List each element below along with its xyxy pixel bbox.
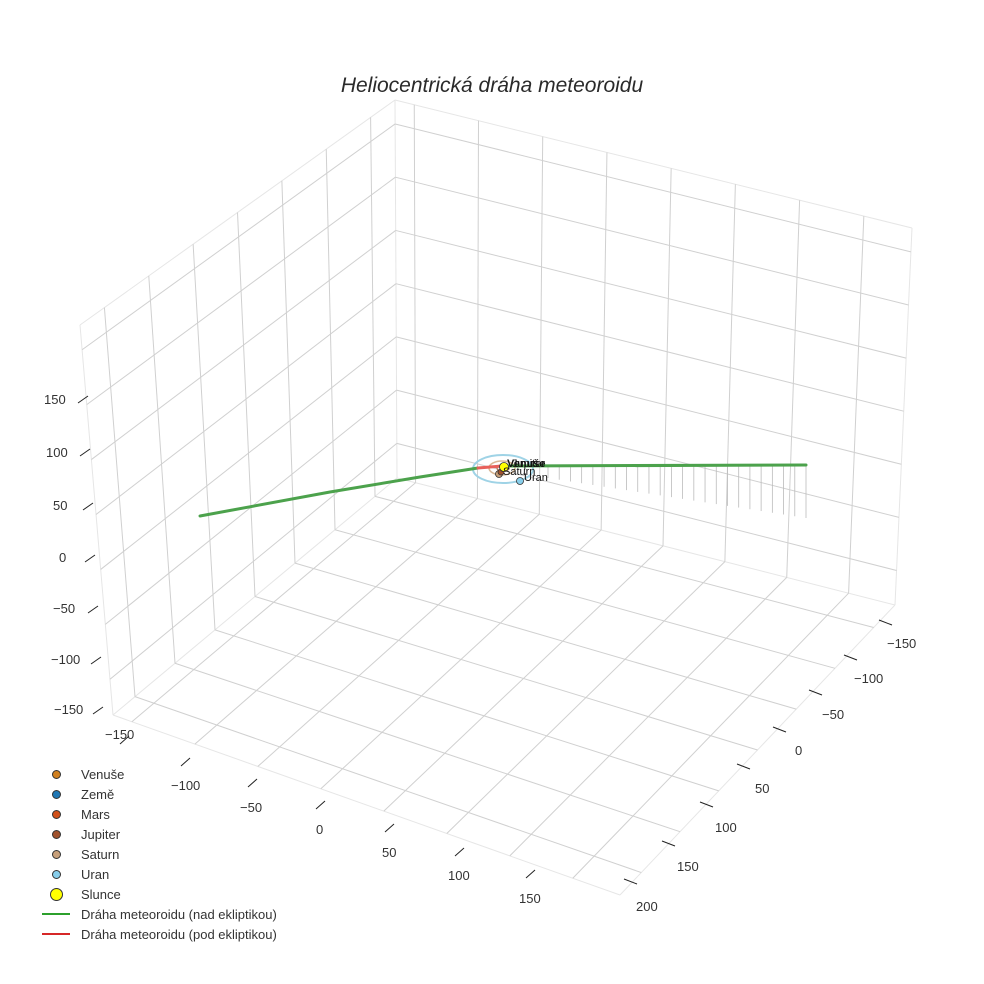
legend-dot-icon (52, 870, 61, 879)
legend-item[interactable]: Saturn (40, 844, 277, 864)
legend: Venuše Země Mars Jupiter Saturn Uran Slunce Drá… (40, 764, 277, 944)
legend-sun-marker-icon (50, 888, 63, 901)
chart-title: Heliocentrická dráha meteoroidu (340, 74, 644, 97)
legend-label: Venuše (81, 766, 125, 782)
trajectory-above-ecliptic-left (198, 466, 480, 518)
legend-swatch (40, 864, 80, 884)
legend-item[interactable]: Uran (40, 864, 277, 884)
legend-dot-icon (52, 850, 61, 859)
drop-lines (547, 466, 807, 518)
legend-item[interactable]: Slunce (40, 884, 277, 904)
legend-label: Jupiter (81, 826, 121, 842)
trajectory-above-ecliptic-right (500, 463, 808, 468)
planet-label-saturn: Saturn (503, 466, 536, 478)
y-tick-label: 0 (795, 743, 803, 758)
legend-label: Dráha meteoroidu (nad ekliptikou) (81, 906, 277, 922)
legend-swatch (40, 924, 80, 944)
legend-label: Země (81, 786, 115, 802)
x-tick-label: 0 (316, 822, 324, 837)
planet-label-overlap: Venuše (507, 458, 546, 470)
x-tick-label: −150 (105, 727, 135, 742)
legend-swatch (40, 844, 80, 864)
legend-item[interactable]: Mars (40, 804, 277, 824)
legend-swatch (40, 824, 80, 844)
planet-label-jupiter: Jupiter (512, 458, 546, 470)
y-tick-label: −100 (854, 671, 884, 686)
legend-swatch (40, 904, 80, 924)
z-tick-label: 0 (59, 550, 67, 565)
legend-item[interactable]: Dráha meteoroidu (nad ekliptikou) (40, 904, 277, 924)
legend-label: Saturn (81, 846, 120, 862)
x-tick-label: 150 (519, 891, 541, 906)
legend-swatch (40, 784, 80, 804)
z-tick-label: 150 (44, 392, 66, 407)
x-tick-label: −50 (240, 800, 263, 815)
legend-line-icon (42, 913, 70, 915)
legend-item[interactable]: Země (40, 784, 277, 804)
trajectory-below-ecliptic (476, 464, 504, 470)
z-tick-label: −50 (53, 601, 76, 616)
z-tick-label: 100 (46, 445, 68, 460)
legend-line-icon (42, 933, 70, 935)
legend-dot-icon (52, 810, 61, 819)
legend-swatch (40, 764, 80, 784)
axis-ticks (77, 395, 893, 885)
legend-dot-icon (52, 830, 61, 839)
legend-label: Slunce (81, 886, 121, 902)
y-tick-label: −150 (887, 636, 917, 651)
sun-marker (499, 462, 509, 472)
legend-swatch (40, 884, 80, 904)
y-tick-label: 50 (755, 781, 770, 796)
legend-label: Dráha meteoroidu (pod ekliptikou) (81, 926, 277, 942)
y-tick-label: −50 (822, 707, 845, 722)
x-tick-label: 50 (382, 845, 397, 860)
z-tick-label: 50 (53, 498, 68, 513)
planet-markers (495, 462, 524, 485)
y-tick-label: 150 (677, 859, 699, 874)
legend-dot-icon (52, 790, 61, 799)
meteoroid-trajectory (198, 463, 808, 518)
x-tick-label: −100 (171, 778, 201, 793)
uran-marker (516, 477, 524, 485)
grid-lines (79, 99, 913, 896)
legend-label: Uran (81, 866, 110, 882)
planet-label-uran: Uran (524, 472, 548, 484)
legend-swatch (40, 804, 80, 824)
legend-item[interactable]: Venuše (40, 764, 277, 784)
x-tick-label: 100 (448, 868, 470, 883)
y-tick-label: 100 (715, 820, 737, 835)
legend-item[interactable]: Dráha meteoroidu (pod ekliptikou) (40, 924, 277, 944)
legend-item[interactable]: Jupiter (40, 824, 277, 844)
z-tick-label: −100 (51, 652, 81, 667)
z-tick-label: −150 (54, 702, 84, 717)
legend-label: Mars (81, 806, 110, 822)
legend-dot-icon (52, 770, 61, 779)
y-tick-label: 200 (636, 899, 658, 914)
